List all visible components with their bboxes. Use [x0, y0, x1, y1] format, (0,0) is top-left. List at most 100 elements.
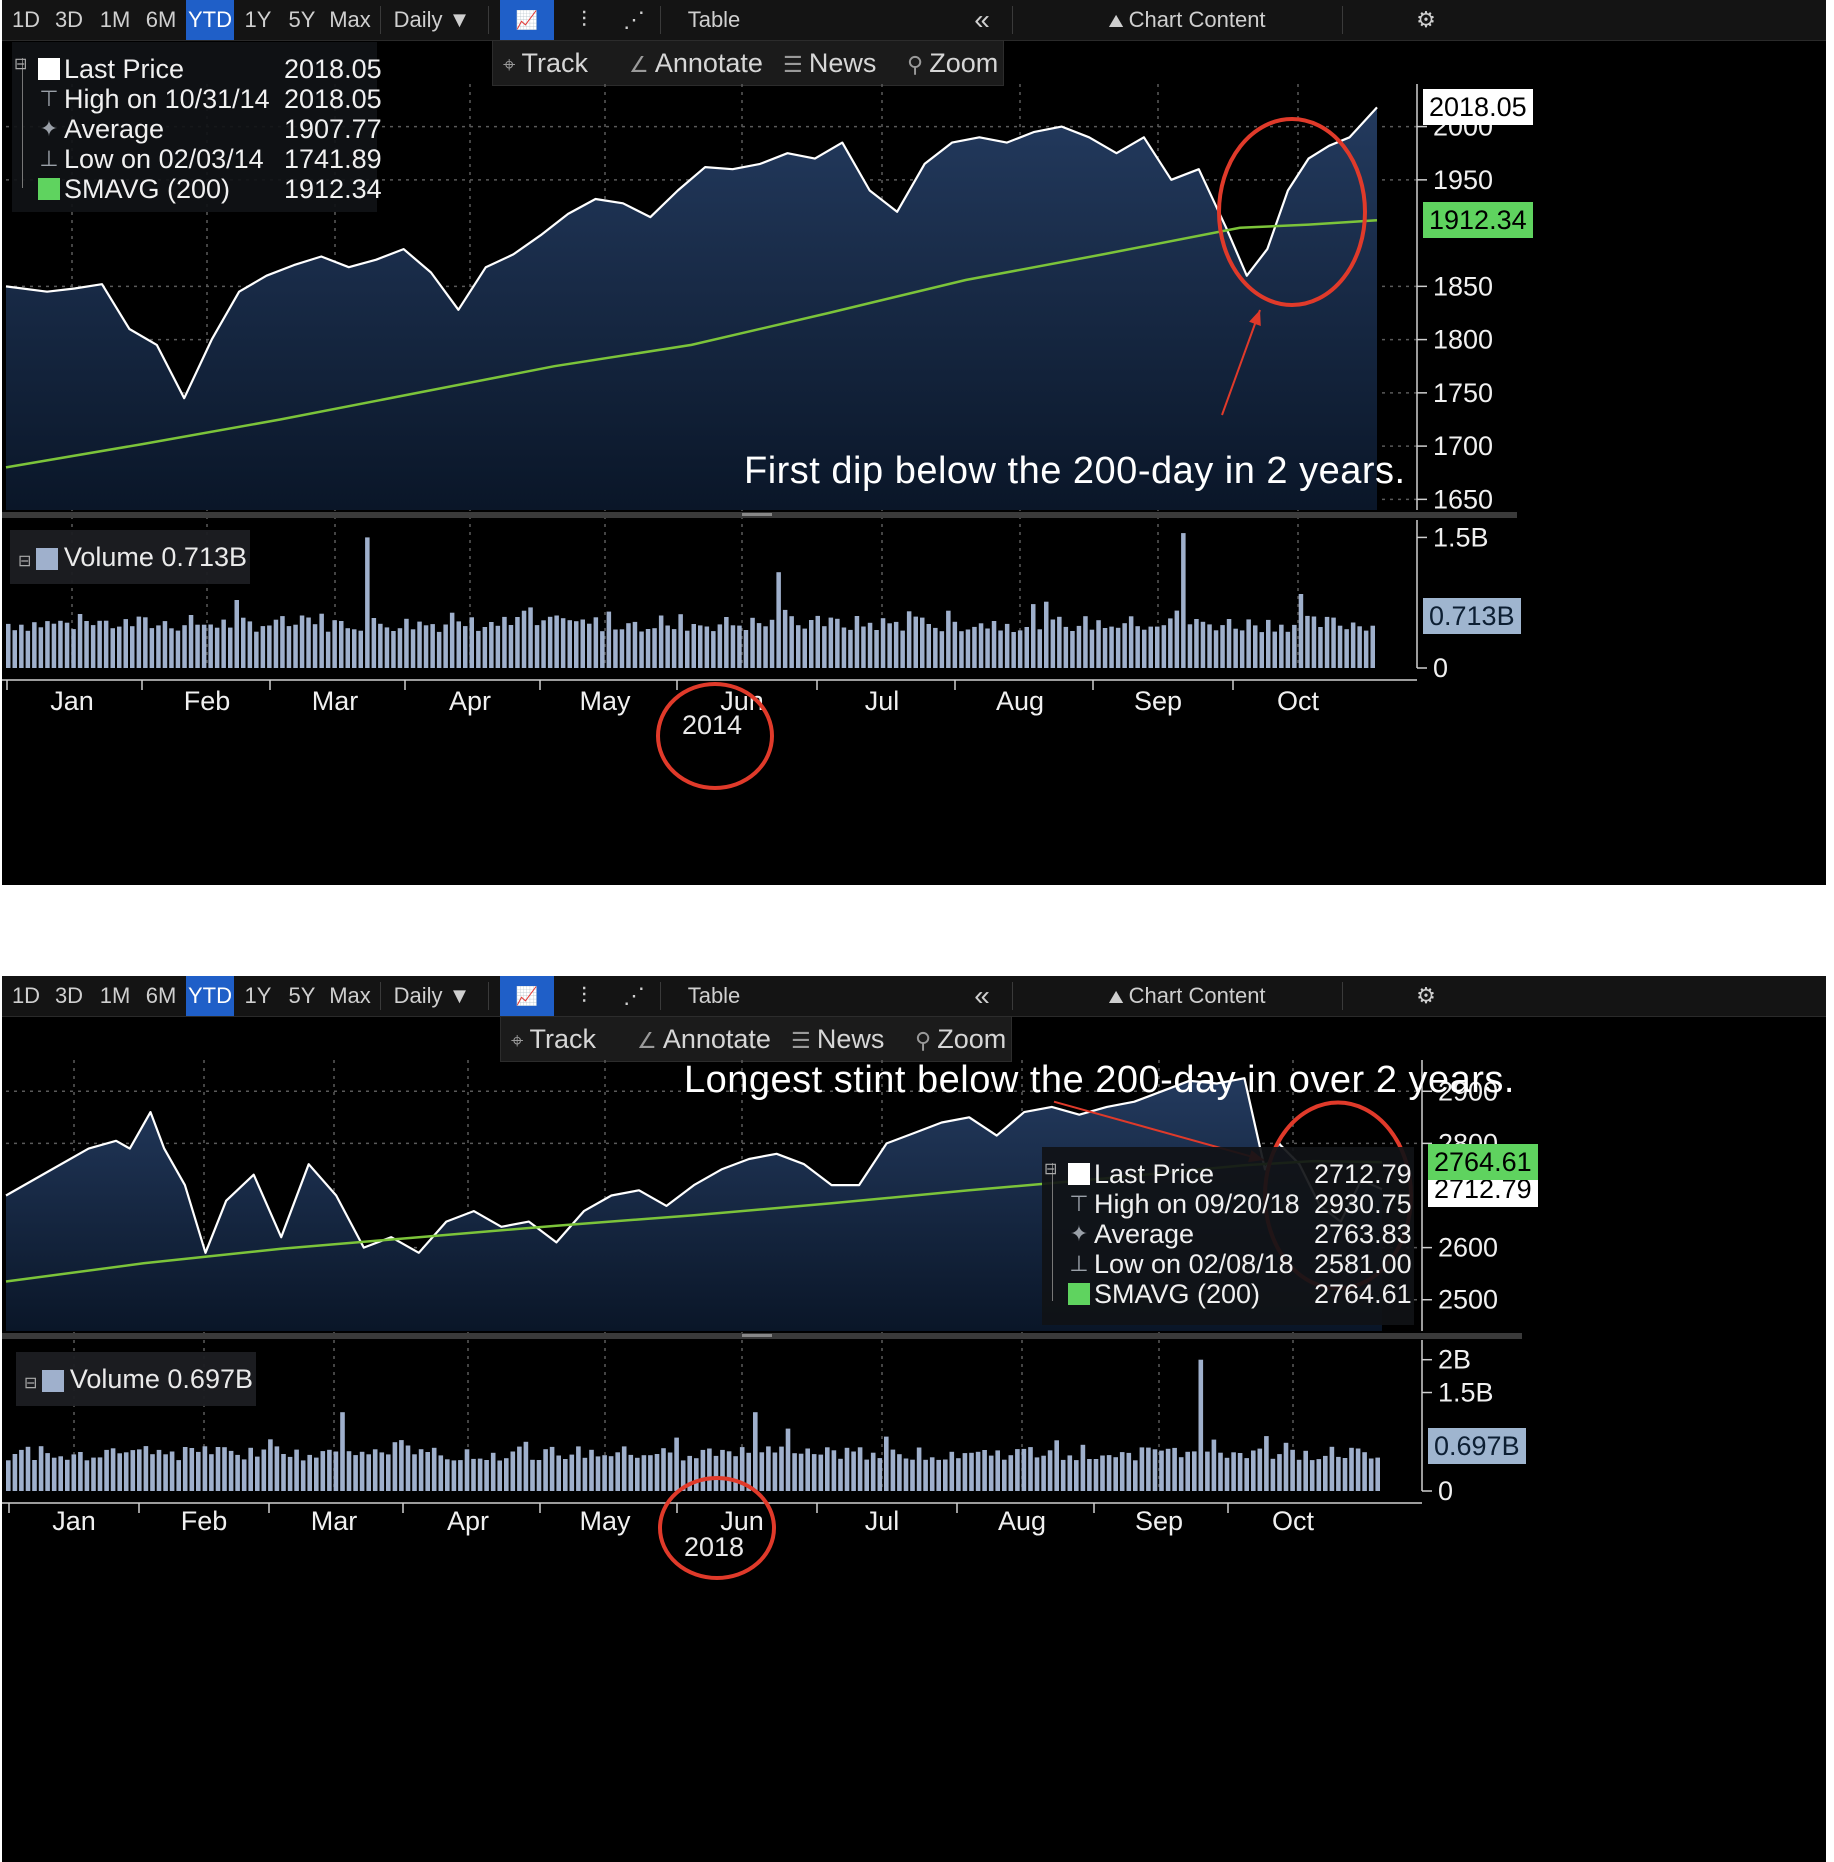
volume-bar	[978, 623, 984, 668]
volume-bar	[1253, 625, 1258, 668]
volume-bar	[1076, 625, 1082, 668]
volume-collapse-icon[interactable]: ⊟	[18, 553, 36, 570]
volume-bar	[772, 1452, 778, 1491]
table-button[interactable]: Table	[687, 983, 741, 1008]
range-button-1y[interactable]: 1Y	[244, 7, 272, 32]
volume-bar	[923, 1459, 928, 1491]
gear-icon[interactable]: ⚙	[1416, 7, 1436, 32]
volume-bar	[1264, 1436, 1269, 1491]
line-chart-icon[interactable]: 📈	[500, 0, 554, 40]
volume-bar	[1257, 1448, 1263, 1491]
news-button[interactable]: ☰ News	[783, 41, 876, 85]
volume-bar	[482, 627, 488, 668]
interval-dropdown[interactable]: Daily ▼	[393, 983, 471, 1008]
legend-collapse-icon[interactable]: ⊟	[14, 56, 28, 73]
range-button-3d[interactable]: 3D	[54, 983, 84, 1008]
range-button-5y[interactable]: 5Y	[288, 7, 316, 32]
volume-bar	[654, 1454, 660, 1491]
legend-smavg: SMAVG (200) 1912.34	[12, 172, 382, 206]
volume-bar	[1050, 619, 1056, 668]
ohlc-bar-icon[interactable]: ⫶	[581, 983, 587, 1008]
volume-bar	[769, 619, 775, 668]
chart-content-button[interactable]: ⛰ Chart Content	[1092, 0, 1282, 40]
annotation-text: First dip below the 200-day in 2 years.	[744, 450, 1406, 492]
range-button-3d[interactable]: 3D	[54, 7, 84, 32]
volume-bar	[582, 1457, 588, 1491]
annotate-button[interactable]: ∠ Annotate	[637, 1017, 771, 1061]
toolbar-divider	[380, 982, 381, 1010]
range-button-1d[interactable]: 1D	[11, 983, 41, 1008]
volume-bar	[560, 618, 566, 668]
volume-bar	[1148, 626, 1153, 668]
volume-bar	[273, 619, 279, 668]
gear-icon[interactable]: ⚙	[1416, 983, 1436, 1008]
volume-bar	[1133, 1460, 1138, 1491]
ohlc-bar-icon[interactable]: ⫶	[581, 7, 587, 32]
legend-smavg-label: SMAVG (200)	[1094, 1279, 1261, 1309]
volume-bar	[1172, 1447, 1177, 1491]
dots-icon[interactable]: ⋰	[623, 7, 645, 32]
collapse-button[interactable]: «	[974, 4, 990, 35]
interval-dropdown[interactable]: Daily ▼	[393, 7, 471, 32]
volume-bar	[1168, 618, 1173, 668]
volume-bar	[1233, 628, 1238, 668]
volume-bar	[143, 617, 148, 668]
table-button[interactable]: Table	[687, 7, 741, 32]
volume-bar	[733, 1456, 738, 1491]
collapse-button[interactable]: «	[974, 980, 990, 1011]
chart-content-button[interactable]: ⛰ Chart Content	[1092, 976, 1282, 1016]
line-chart-icon[interactable]: 📈	[500, 976, 554, 1016]
legend-average: ✦ Average 1907.77	[12, 112, 382, 146]
range-button-max[interactable]: Max	[329, 7, 371, 32]
volume-bar	[743, 630, 749, 668]
volume-bar	[515, 617, 520, 668]
volume-bar	[556, 1455, 561, 1491]
volume-bar	[1323, 1455, 1328, 1491]
range-button-1m[interactable]: 1M	[99, 7, 131, 32]
volume-bar	[1119, 1452, 1125, 1491]
volume-bar	[619, 629, 625, 668]
range-button-6m[interactable]: 6M	[145, 7, 177, 32]
annotate-icon: ∠	[629, 52, 655, 77]
volume-bar	[854, 616, 860, 668]
range-button-ytd[interactable]: YTD	[186, 976, 234, 1016]
dots-icon[interactable]: ⋰	[623, 983, 645, 1008]
zoom-icon: ⚲	[907, 52, 930, 77]
range-button-1y[interactable]: 1Y	[244, 983, 272, 1008]
volume-bar	[1044, 601, 1049, 668]
legend-collapse-icon[interactable]: ⊟	[1044, 1161, 1058, 1178]
news-button[interactable]: ☰ News	[791, 1017, 884, 1061]
range-button-ytd[interactable]: YTD	[186, 0, 234, 40]
volume-bar	[1100, 1455, 1105, 1491]
legend-last-price-swatch	[1068, 1163, 1090, 1185]
range-button-5y[interactable]: 5Y	[288, 983, 316, 1008]
volume-bar	[1089, 629, 1095, 668]
volume-bar	[528, 607, 533, 668]
volume-bar	[1283, 1442, 1289, 1491]
range-button-1d[interactable]: 1D	[11, 7, 41, 32]
price-tick-label: 1950	[1433, 165, 1493, 195]
range-button-6m[interactable]: 6M	[145, 983, 177, 1008]
annotate-button[interactable]: ∠ Annotate	[629, 41, 763, 85]
zoom-button[interactable]: ⚲ Zoom	[907, 41, 998, 85]
volume-collapse-icon[interactable]: ⊟	[24, 1375, 42, 1392]
volume-bar	[1017, 630, 1023, 668]
range-button-1m[interactable]: 1M	[99, 983, 131, 1008]
track-button[interactable]: ⌖ Track	[511, 1017, 596, 1061]
legend-high-icon: ⊤	[39, 86, 59, 111]
volume-bar	[835, 618, 840, 668]
volume-bar	[1192, 1451, 1197, 1491]
volume-bar	[543, 1449, 548, 1491]
legend-last-price-label: Last Price	[1094, 1159, 1215, 1189]
zoom-button[interactable]: ⚲ Zoom	[915, 1017, 1006, 1061]
volume-bar	[1298, 594, 1304, 668]
volume-bar	[299, 615, 305, 668]
range-button-max[interactable]: Max	[329, 983, 371, 1008]
volume-bar	[484, 1460, 489, 1491]
volume-bar	[1054, 1440, 1059, 1491]
volume-bar	[45, 1453, 50, 1491]
track-button[interactable]: ⌖ Track	[503, 41, 588, 85]
volume-bar	[691, 624, 696, 668]
news-label: News	[808, 48, 877, 78]
